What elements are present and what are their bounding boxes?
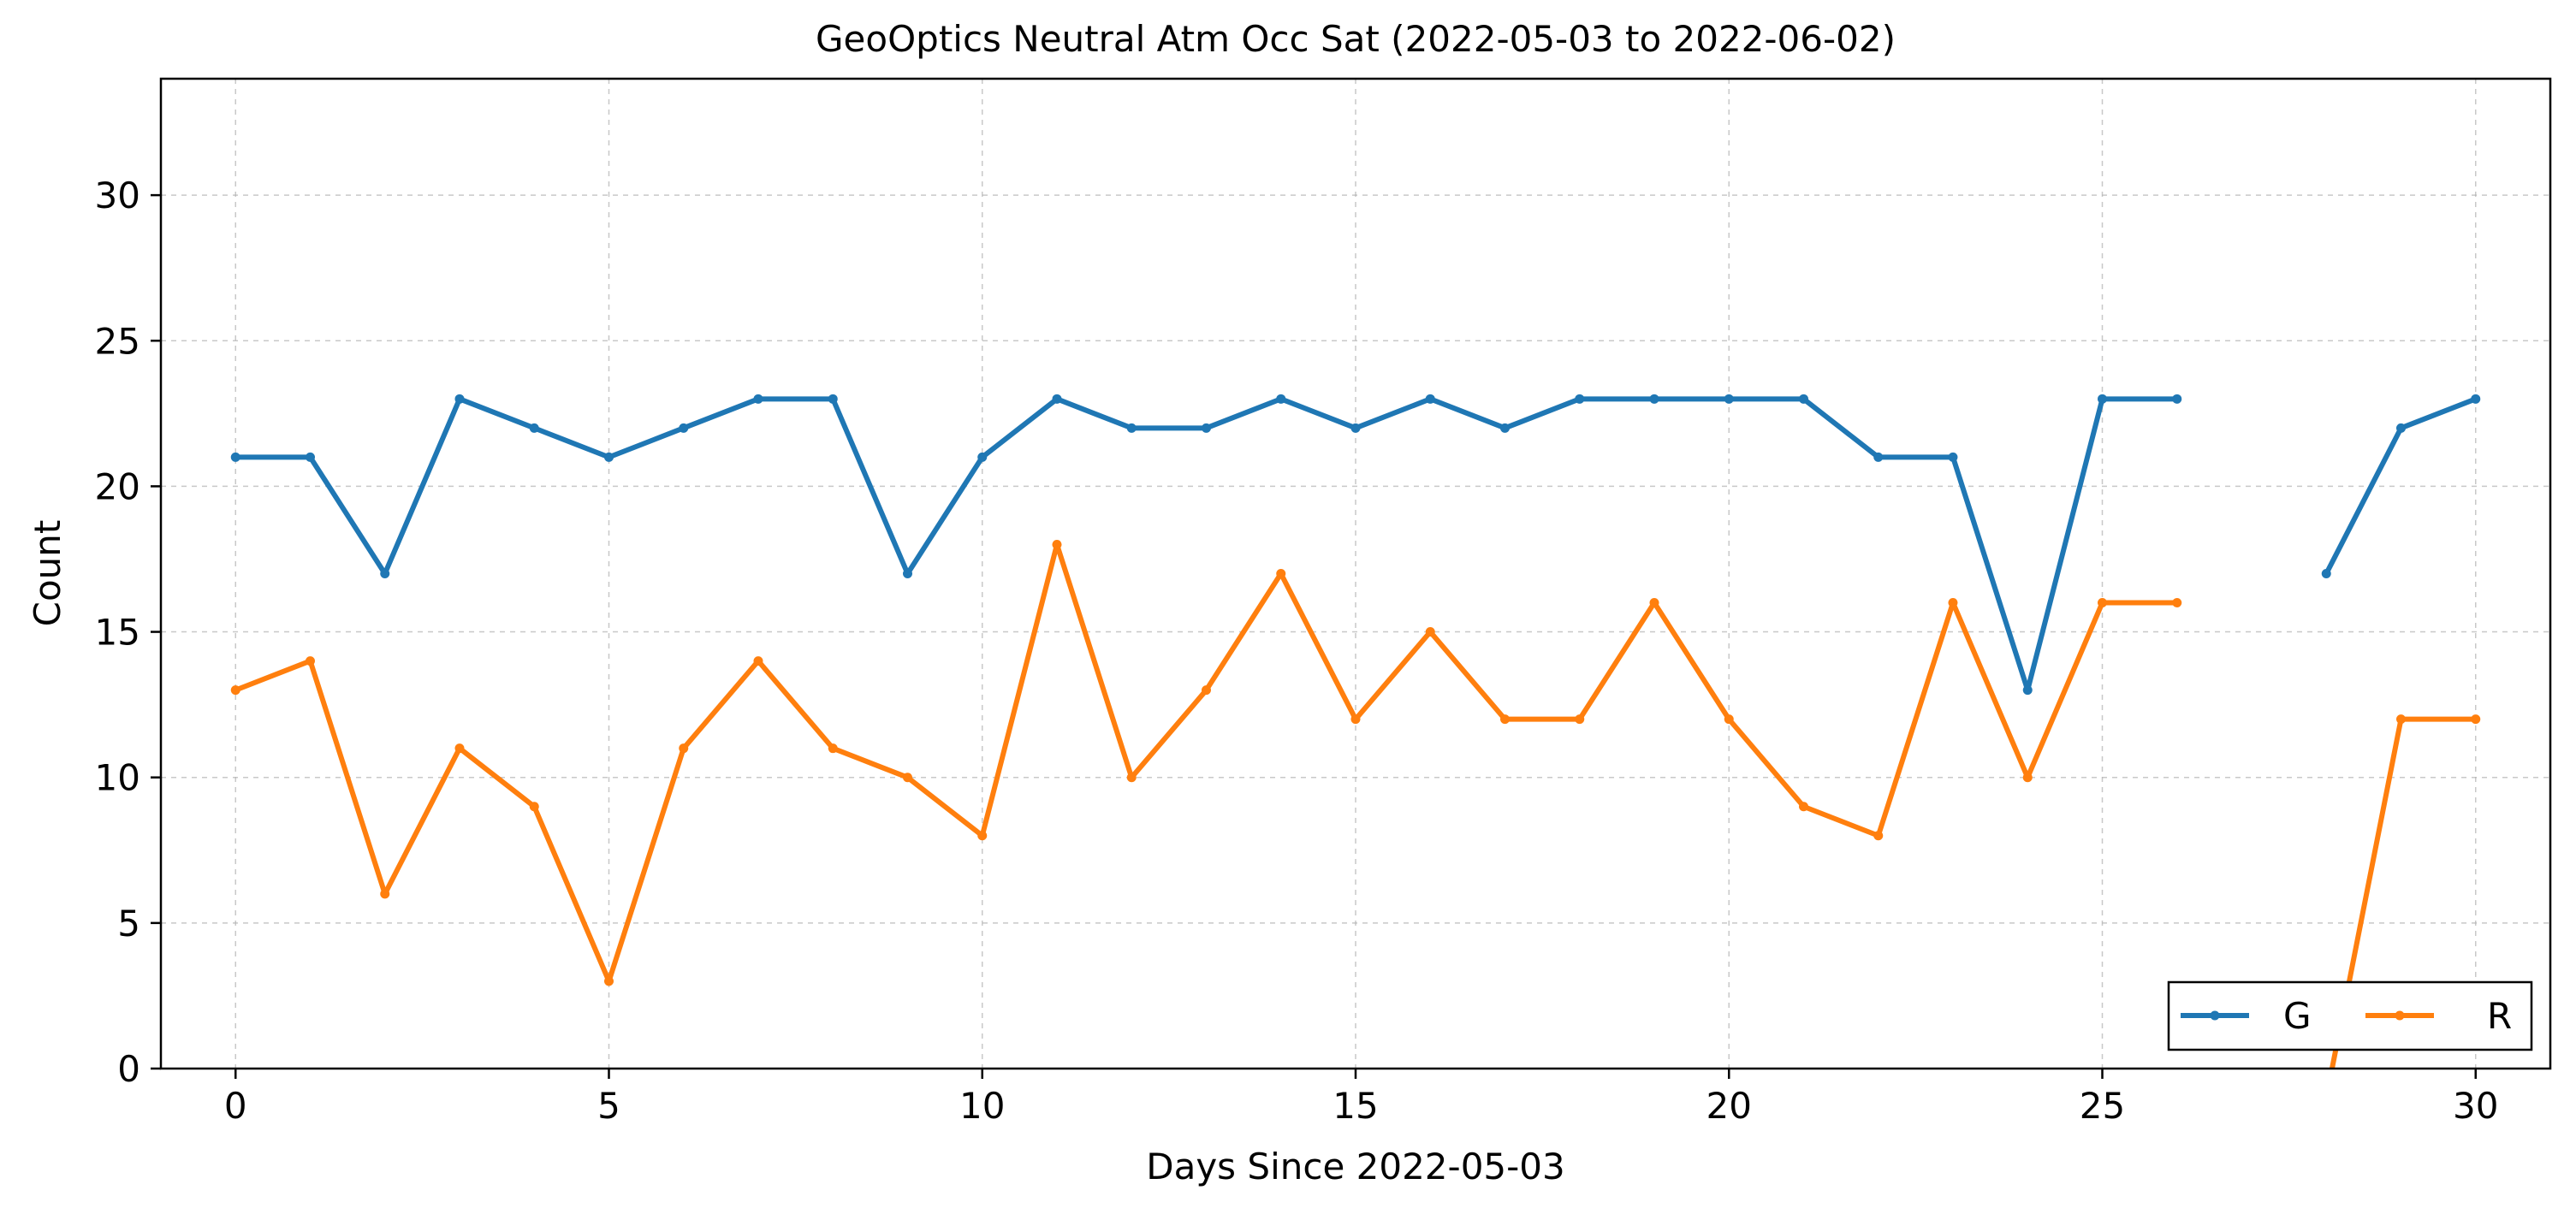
data-point-g bbox=[2172, 394, 2182, 404]
data-point-g bbox=[1500, 423, 1510, 433]
data-point-r bbox=[604, 976, 614, 986]
data-point-r bbox=[1500, 714, 1510, 725]
data-point-r bbox=[1649, 598, 1659, 608]
data-point-g bbox=[1873, 452, 1884, 462]
y-tick-label: 25 bbox=[95, 320, 140, 362]
data-point-r bbox=[529, 802, 539, 812]
data-point-g bbox=[2471, 394, 2481, 404]
data-point-g bbox=[529, 423, 539, 433]
data-point-r bbox=[1799, 802, 1808, 812]
y-tick-label: 20 bbox=[95, 465, 140, 507]
data-point-r bbox=[753, 656, 763, 666]
data-point-g bbox=[1948, 452, 1958, 462]
legend-label-r: R bbox=[2487, 995, 2512, 1037]
data-point-g bbox=[1202, 423, 1211, 433]
x-axis-label: Days Since 2022-05-03 bbox=[1146, 1146, 1564, 1187]
x-tick-label: 5 bbox=[597, 1085, 620, 1127]
data-point-r bbox=[903, 773, 912, 783]
data-point-r bbox=[977, 831, 988, 841]
data-point-g bbox=[1724, 394, 1734, 404]
legend-marker-r bbox=[2395, 1010, 2405, 1021]
legend-marker-g bbox=[2210, 1010, 2220, 1021]
data-point-g bbox=[1799, 394, 1808, 404]
series-g bbox=[230, 394, 2481, 696]
data-point-g bbox=[1425, 394, 1435, 404]
data-point-g bbox=[1052, 394, 1062, 404]
data-point-r bbox=[2396, 714, 2406, 725]
data-point-g bbox=[828, 394, 838, 404]
y-tick-label: 5 bbox=[117, 903, 140, 945]
y-tick-label: 10 bbox=[95, 757, 140, 799]
data-point-g bbox=[1649, 394, 1659, 404]
data-point-g bbox=[1350, 423, 1361, 433]
data-point-r bbox=[2022, 773, 2033, 783]
data-point-g bbox=[1126, 423, 1137, 433]
axis-ticks: 0 5 10 15 20 25 30 0 5 10 15 20 25 30 bbox=[95, 175, 2499, 1127]
data-point-r bbox=[454, 743, 465, 754]
data-point-r bbox=[2172, 598, 2182, 608]
data-point-r bbox=[1350, 714, 1361, 725]
x-tick-label: 15 bbox=[1333, 1085, 1378, 1127]
data-point-g bbox=[679, 423, 689, 433]
data-point-r bbox=[380, 889, 390, 899]
data-point-g bbox=[2321, 569, 2331, 578]
y-tick-label: 0 bbox=[117, 1048, 140, 1090]
x-tick-label: 25 bbox=[2080, 1085, 2125, 1127]
x-tick-label: 20 bbox=[1706, 1085, 1752, 1127]
data-point-g bbox=[1575, 394, 1585, 404]
data-point-r bbox=[1276, 569, 1286, 578]
data-point-r bbox=[230, 685, 240, 696]
data-point-r bbox=[828, 743, 838, 754]
chart-title: GeoOptics Neutral Atm Occ Sat (2022-05-0… bbox=[816, 18, 1896, 60]
data-point-r bbox=[1202, 685, 1211, 696]
data-point-g bbox=[230, 452, 240, 462]
data-point-g bbox=[2396, 423, 2406, 433]
data-point-r bbox=[1873, 831, 1884, 841]
data-point-r bbox=[1948, 598, 1958, 608]
y-axis-label: Count bbox=[27, 520, 68, 627]
y-tick-label: 15 bbox=[95, 612, 140, 654]
legend: G R bbox=[2167, 980, 2533, 1051]
data-point-g bbox=[977, 452, 988, 462]
data-point-r bbox=[306, 656, 315, 666]
x-tick-label: 30 bbox=[2453, 1085, 2498, 1127]
data-point-g bbox=[454, 394, 465, 404]
data-point-r bbox=[2098, 598, 2107, 608]
data-point-g bbox=[1276, 394, 1286, 404]
x-tick-label: 0 bbox=[224, 1085, 247, 1127]
data-point-r bbox=[1724, 714, 1734, 725]
data-point-g bbox=[306, 452, 315, 462]
data-point-g bbox=[903, 569, 912, 578]
data-point-r bbox=[2471, 714, 2481, 725]
data-point-r bbox=[1126, 773, 1137, 783]
data-point-r bbox=[1425, 627, 1435, 637]
y-tick-label: 30 bbox=[95, 175, 140, 216]
data-point-g bbox=[2098, 394, 2107, 404]
data-point-g bbox=[380, 569, 390, 578]
series-layer bbox=[230, 394, 2481, 1069]
data-point-r bbox=[1052, 539, 1062, 549]
data-point-g bbox=[753, 394, 763, 404]
data-point-g bbox=[2022, 685, 2033, 696]
data-point-r bbox=[1575, 714, 1585, 725]
data-point-g bbox=[604, 452, 614, 462]
x-tick-label: 10 bbox=[959, 1085, 1005, 1127]
series-r bbox=[230, 539, 2481, 1069]
legend-label-g: G bbox=[2283, 995, 2312, 1037]
data-point-r bbox=[679, 743, 689, 754]
